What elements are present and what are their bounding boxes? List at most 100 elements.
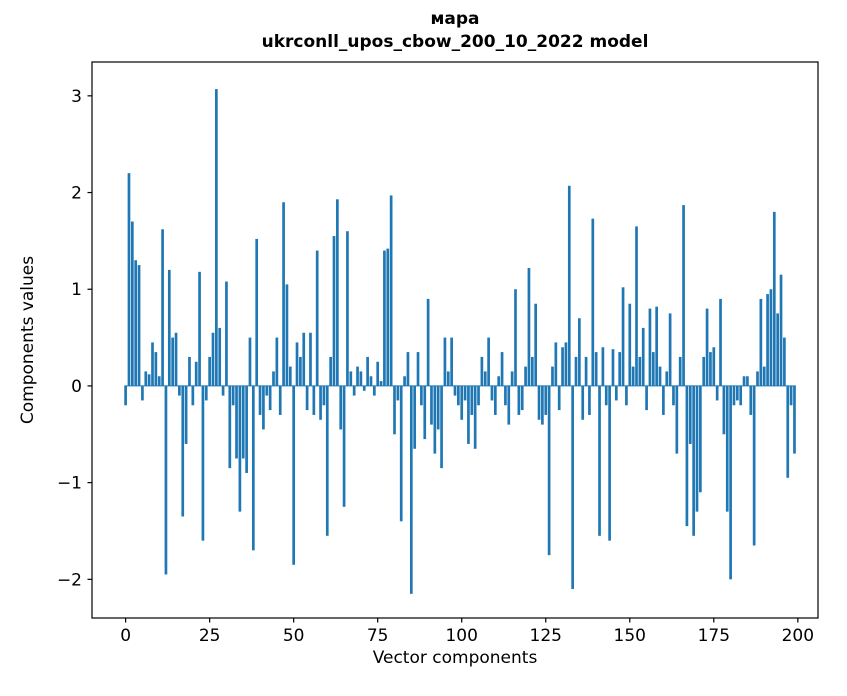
bar	[238, 385, 242, 512]
bar	[258, 385, 262, 415]
bar	[695, 385, 699, 512]
bar	[746, 376, 749, 386]
bar	[161, 229, 164, 386]
x-tick-label: 25	[199, 626, 221, 646]
bar	[477, 385, 480, 406]
bar	[225, 281, 228, 386]
bar	[702, 356, 706, 386]
bar	[749, 385, 753, 415]
bar	[631, 366, 635, 386]
bar	[719, 298, 722, 386]
bar	[436, 385, 440, 430]
bar	[490, 385, 494, 401]
bar	[409, 385, 413, 594]
bar	[662, 385, 665, 415]
bar	[699, 385, 702, 493]
bar	[655, 306, 659, 386]
bar	[692, 385, 695, 536]
bar	[285, 284, 289, 386]
bar	[164, 385, 168, 575]
bar	[732, 385, 736, 406]
x-tick-label: 125	[530, 626, 562, 646]
y-tick-label: 1	[71, 280, 82, 300]
bar	[144, 371, 148, 386]
bar	[130, 221, 134, 386]
bar	[342, 385, 346, 507]
bar	[547, 385, 551, 556]
bar	[739, 385, 743, 406]
bar	[517, 385, 521, 415]
x-axis-label: Vector components	[372, 648, 538, 668]
chart-title-model: ukrconll_upos_cbow_200_10_2022 model	[261, 32, 649, 52]
bar	[272, 371, 275, 386]
bar	[571, 385, 574, 589]
bar	[473, 385, 477, 449]
bar	[457, 385, 460, 406]
bar	[295, 342, 299, 386]
bar	[399, 385, 403, 522]
bar	[793, 385, 796, 454]
x-tick-label: 50	[283, 626, 305, 646]
bar	[231, 385, 235, 406]
bar	[705, 308, 709, 386]
x-tick-label: 75	[367, 626, 389, 646]
bar	[292, 385, 296, 565]
bar	[336, 199, 339, 386]
y-tick-label: 3	[71, 87, 82, 107]
bar	[322, 385, 326, 406]
y-tick-label: −2	[57, 570, 82, 590]
bar	[618, 352, 622, 386]
bar	[537, 385, 541, 420]
bar	[406, 352, 410, 386]
bar	[366, 356, 369, 386]
bar	[241, 385, 245, 459]
bar	[776, 313, 780, 386]
bar	[251, 385, 255, 551]
bar	[265, 385, 269, 396]
bar	[393, 385, 396, 435]
y-tick-label: 2	[71, 184, 82, 204]
bar	[487, 337, 490, 386]
bar	[134, 260, 138, 386]
x-tick-label: 0	[120, 626, 131, 646]
bar	[759, 298, 763, 386]
bar	[530, 356, 534, 386]
bar	[151, 342, 154, 386]
bar	[174, 332, 178, 386]
bar	[423, 385, 427, 440]
bar	[682, 205, 685, 386]
bar	[221, 385, 225, 396]
bar	[483, 371, 487, 386]
bar	[433, 385, 437, 454]
bar	[329, 356, 332, 386]
bar	[497, 376, 501, 386]
bar	[554, 342, 558, 386]
bar	[383, 250, 386, 386]
x-tick-label: 175	[698, 626, 730, 646]
bar	[396, 385, 400, 401]
bar	[426, 298, 430, 386]
y-tick-label: 0	[71, 377, 82, 397]
bar	[218, 327, 222, 386]
bar	[188, 356, 191, 386]
bar	[762, 366, 766, 386]
bar	[389, 195, 393, 386]
bar	[645, 385, 648, 411]
y-tick-label: −1	[57, 474, 82, 494]
bar	[299, 356, 302, 386]
bar	[282, 202, 285, 386]
bar	[376, 361, 380, 386]
bar	[194, 361, 198, 386]
bar	[779, 274, 783, 386]
bar	[262, 385, 265, 430]
bar	[352, 385, 356, 396]
bar	[470, 385, 474, 415]
bar	[658, 366, 662, 386]
bar	[601, 347, 605, 386]
bar	[127, 173, 131, 386]
bar	[756, 371, 759, 386]
x-tick-label: 150	[614, 626, 646, 646]
bar	[356, 366, 359, 386]
bar	[772, 211, 776, 386]
